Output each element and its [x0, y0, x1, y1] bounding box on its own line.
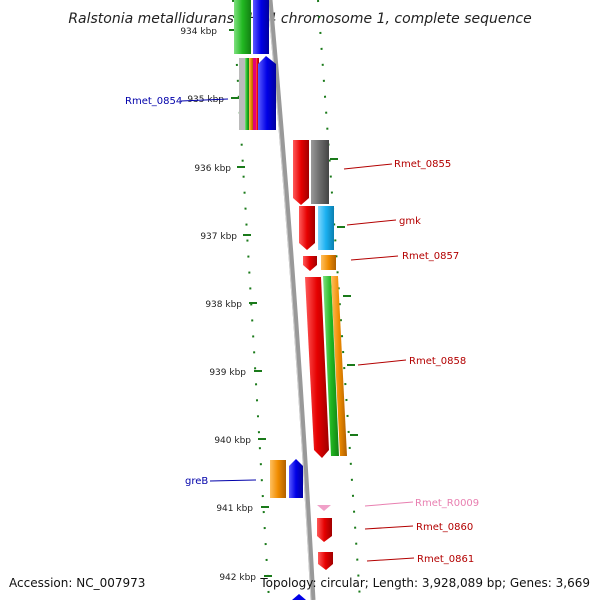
gene-rmet_0860	[317, 518, 332, 542]
gene-label-rmet_0854[interactable]: Rmet_0854	[125, 96, 182, 107]
gene-feature-green	[323, 276, 339, 456]
gene-feature-red	[303, 256, 317, 271]
gene-label-rmet_0857[interactable]: Rmet_0857	[402, 251, 459, 262]
tick-label: 939 kbp	[209, 368, 246, 378]
gene-label-gmk[interactable]: gmk	[399, 216, 421, 227]
tick-label: 936 kbp	[194, 164, 231, 174]
gene-feature-red	[293, 140, 309, 205]
gene-label-rmet_0855[interactable]: Rmet_0855	[394, 159, 451, 170]
gene-gmk	[318, 206, 334, 250]
tick-label: 938 kbp	[205, 300, 242, 310]
summary-text: Topology: circular; Length: 3,928,089 bp…	[259, 576, 590, 590]
gene-feature-green	[234, 0, 251, 54]
tick-label: 941 kbp	[216, 504, 253, 514]
tick-marks	[229, 29, 358, 577]
gene-greb	[289, 459, 303, 498]
gene-rmet_0855	[311, 140, 329, 204]
tick-label: 937 kbp	[200, 232, 237, 242]
tick-label: 942 kbp	[219, 573, 256, 583]
tick-label: 940 kbp	[214, 436, 251, 446]
gene-label-rmet_0858[interactable]: Rmet_0858	[409, 356, 466, 367]
gene-rmet_0857	[321, 255, 336, 270]
tick-label: 934 kbp	[180, 27, 217, 37]
gene-feature-orange	[270, 460, 286, 498]
gene-rmet_0858	[331, 276, 347, 456]
gene-label-rmet_r0009[interactable]: Rmet_R0009	[415, 498, 479, 509]
gene-label-rmet_0861[interactable]: Rmet_0861	[417, 554, 474, 565]
gene-rmet_0854	[258, 56, 276, 130]
gene-feature-red	[299, 206, 315, 250]
gene-rmet_0861	[318, 552, 333, 570]
chromosome-backbone	[267, 0, 316, 600]
gene-label-rmet_0860[interactable]: Rmet_0860	[416, 522, 473, 533]
gene-rmet_r0009	[317, 505, 331, 511]
gene-feature-red	[305, 277, 329, 458]
gene-feature-blue	[253, 0, 269, 54]
map-title: Ralstonia metallidurans CH34 chromosome …	[68, 11, 531, 27]
accession-text: Accession: NC_007973	[9, 576, 145, 590]
gene-label-greb[interactable]: greB	[185, 476, 208, 487]
